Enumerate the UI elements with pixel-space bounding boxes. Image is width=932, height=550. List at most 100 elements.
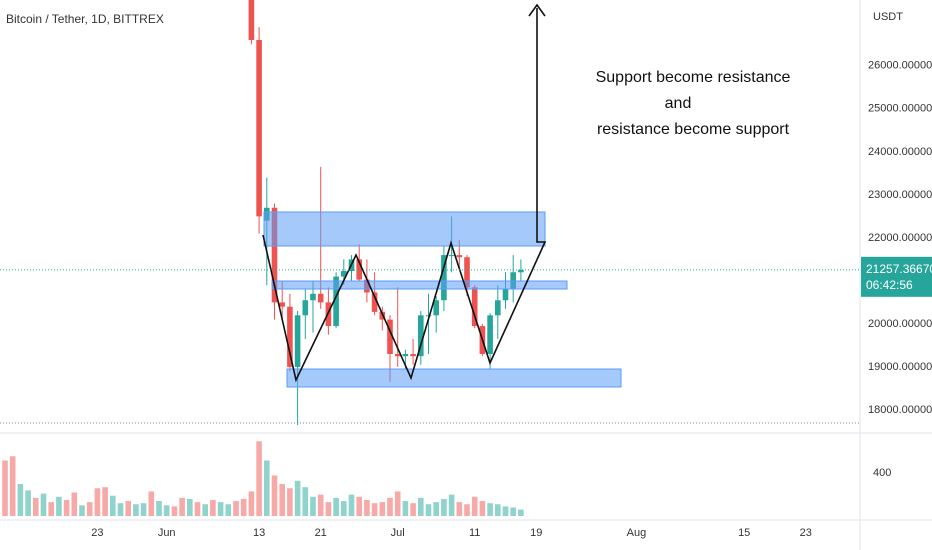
volume-bar [25,490,31,516]
candle-body [371,292,378,312]
volume-bar [495,504,501,516]
volume-bar [364,499,370,516]
volume-bar [71,492,78,516]
volume-bar [56,496,62,516]
volume-bar [518,509,524,516]
volume-bar [86,502,93,516]
volume-bar [487,503,493,516]
candle-body [248,0,255,41]
x-tick-label: 13 [253,527,265,539]
volume-bar [448,494,455,516]
volume-bar [264,460,270,516]
volume-bar [94,488,101,516]
volume-bar [140,503,147,516]
x-tick-label: 23 [800,527,812,539]
volume-bar [125,501,131,516]
arrow-head [528,3,546,17]
volume-bar [225,504,232,516]
volume-bar [317,494,324,516]
pattern-line [262,8,547,383]
volume-bar [194,502,201,516]
volume-bar [371,503,378,516]
countdown: 06:42:56 [866,278,913,292]
volume-bar [256,441,262,516]
candle-body [471,287,478,327]
volume-bar [464,504,470,516]
volume-bar [248,491,255,516]
candle-body [302,300,309,316]
volume-bar [187,498,193,516]
volume-bar [510,507,516,516]
volume-bar [63,499,70,516]
volume-bar [48,502,54,516]
volume-bar [110,495,116,516]
volume-bar [348,494,355,516]
candle-body [387,319,393,355]
x-tick-label: 11 [469,527,480,539]
candle-body [410,354,416,357]
volume-bar [271,475,278,516]
last-price-box [861,256,932,297]
candle-body [433,300,439,316]
volume-bar [102,487,108,516]
x-tick-label: 23 [91,527,103,539]
volume-bar [9,456,16,516]
candle-body [279,302,285,307]
last-price-label: 21257.36670 [866,262,932,276]
drawings: Support become resistance and resistance… [262,3,791,388]
zone [263,211,546,247]
volume-bar [456,502,463,516]
y-tick-label: 22000.00000 [868,232,932,244]
candle-body [271,207,278,303]
candle-body [310,293,316,301]
volume-bar [402,501,409,516]
volume-bar [356,496,362,516]
chart-title: Bitcoin / Tether, 1D, BITTREX [6,12,164,26]
volume-bar [387,497,393,516]
candle-body [441,255,447,301]
volume-bar [479,501,486,516]
volume-bar [410,503,416,516]
volume-bar [163,505,170,516]
volume-bar [333,497,339,516]
y-tick-label: 18000.00000 [868,404,932,416]
annotation: resistance become support [597,121,790,138]
candle-body [394,354,401,357]
x-tick-label: Aug [627,527,647,539]
volume-bar [441,498,447,516]
candle-body [502,289,509,301]
candle-body [356,259,362,280]
volume-bar [217,502,224,516]
volume-bar [79,505,85,516]
candle-body [456,255,463,258]
candle-body [333,276,339,327]
volume-bar [33,497,39,516]
volume-bar [171,506,178,516]
candle-body [487,315,493,355]
x-tick-label: Jun [158,527,176,539]
annotation: and [665,95,692,112]
volume-bar [156,501,162,516]
candle-body [341,271,347,277]
volume-bar [379,502,386,516]
volume-bar [433,502,439,516]
volume-bar [341,501,347,516]
volume-bar [302,487,309,516]
annotation: Support become resistance [596,69,791,86]
volume-bar [425,504,432,516]
volume-bar [210,499,216,516]
candle-body [448,255,455,257]
y-tick-label: 20000.00000 [868,318,932,330]
y-tick-label: 26000.00000 [868,60,932,72]
volume-bar [233,501,239,516]
volume-tick-label: 400 [873,467,891,479]
candle-body [425,315,432,317]
candle-body [294,315,301,367]
candle-body [495,300,501,316]
volume-bar [471,496,478,516]
volume-bar [148,491,155,516]
volume-bar [117,503,124,516]
candle-body [518,269,524,273]
volume-bar [17,483,24,516]
